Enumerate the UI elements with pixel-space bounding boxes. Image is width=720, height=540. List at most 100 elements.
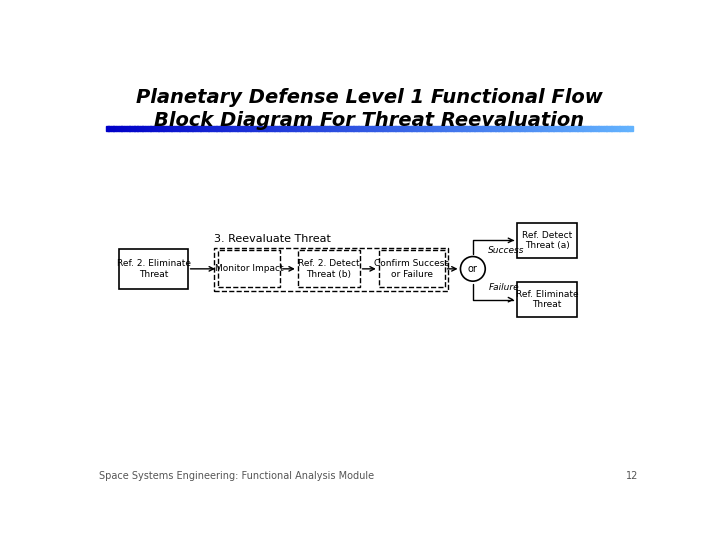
Bar (601, 126, 604, 131)
Bar (111, 126, 114, 131)
Bar (372, 126, 374, 131)
Bar (474, 126, 477, 131)
Bar (490, 126, 493, 131)
Bar (208, 126, 211, 131)
Bar (495, 126, 498, 131)
Bar (532, 126, 536, 131)
Bar (114, 126, 117, 131)
Bar (253, 126, 256, 131)
Bar (332, 126, 335, 131)
Bar (174, 126, 177, 131)
Bar (559, 126, 562, 131)
Bar (443, 126, 446, 131)
Bar (106, 126, 109, 131)
Bar (266, 126, 269, 131)
Text: or: or (468, 264, 478, 274)
Text: Ref. 2. Eliminate
Threat: Ref. 2. Eliminate Threat (117, 259, 191, 279)
Bar (427, 126, 430, 131)
Bar (530, 126, 533, 131)
Bar (416, 126, 420, 131)
Bar (235, 126, 238, 131)
Bar (284, 126, 288, 131)
Bar (148, 126, 150, 131)
Bar (500, 126, 504, 131)
Bar (184, 126, 188, 131)
Text: Success: Success (488, 246, 525, 255)
Bar (232, 126, 235, 131)
Bar (143, 126, 145, 131)
Bar (276, 126, 280, 131)
Bar (311, 126, 314, 131)
Bar (187, 126, 190, 131)
Text: 3. Reevaluate Threat: 3. Reevaluate Threat (214, 234, 331, 244)
Bar (480, 126, 482, 131)
Bar (127, 126, 130, 131)
Bar (419, 126, 422, 131)
Bar (459, 126, 462, 131)
Bar (256, 126, 258, 131)
Bar (456, 126, 459, 131)
Bar (382, 126, 385, 131)
Bar (121, 126, 125, 131)
Bar (200, 126, 203, 131)
Text: Ref. Detect
Threat (a): Ref. Detect Threat (a) (522, 231, 572, 250)
Bar (198, 126, 201, 131)
Bar (203, 126, 206, 131)
Bar (556, 126, 559, 131)
Bar (271, 126, 274, 131)
Bar (519, 126, 522, 131)
Bar (503, 126, 506, 131)
Bar (508, 126, 512, 131)
Bar (137, 126, 140, 131)
Bar (216, 126, 219, 131)
FancyBboxPatch shape (120, 249, 188, 289)
Bar (295, 126, 298, 131)
Bar (140, 126, 143, 131)
Bar (546, 126, 549, 131)
Bar (124, 126, 127, 131)
Bar (522, 126, 525, 131)
Bar (535, 126, 538, 131)
Bar (506, 126, 509, 131)
Bar (516, 126, 520, 131)
Bar (414, 126, 417, 131)
Bar (395, 126, 398, 131)
Bar (324, 126, 327, 131)
Bar (116, 126, 119, 131)
Bar (543, 126, 546, 131)
Bar (424, 126, 428, 131)
Bar (338, 126, 341, 131)
Bar (306, 126, 309, 131)
FancyBboxPatch shape (517, 282, 577, 318)
Bar (446, 126, 449, 131)
Bar (551, 126, 554, 131)
Bar (498, 126, 501, 131)
Bar (251, 126, 253, 131)
Bar (622, 126, 625, 131)
Bar (119, 126, 122, 131)
Bar (135, 126, 138, 131)
Bar (292, 126, 296, 131)
Bar (211, 126, 214, 131)
Bar (327, 126, 330, 131)
Bar (377, 126, 380, 131)
Bar (384, 126, 388, 131)
Bar (145, 126, 148, 131)
Bar (485, 126, 488, 131)
Bar (366, 126, 369, 131)
Bar (451, 126, 454, 131)
Bar (158, 126, 161, 131)
Bar (369, 126, 372, 131)
Bar (392, 126, 396, 131)
Bar (379, 126, 382, 131)
Bar (467, 126, 469, 131)
Bar (150, 126, 153, 131)
Bar (319, 126, 322, 131)
Bar (351, 126, 354, 131)
Bar (343, 126, 346, 131)
Bar (190, 126, 193, 131)
FancyBboxPatch shape (379, 251, 444, 287)
Bar (422, 126, 425, 131)
Bar (582, 126, 585, 131)
Bar (179, 126, 182, 131)
